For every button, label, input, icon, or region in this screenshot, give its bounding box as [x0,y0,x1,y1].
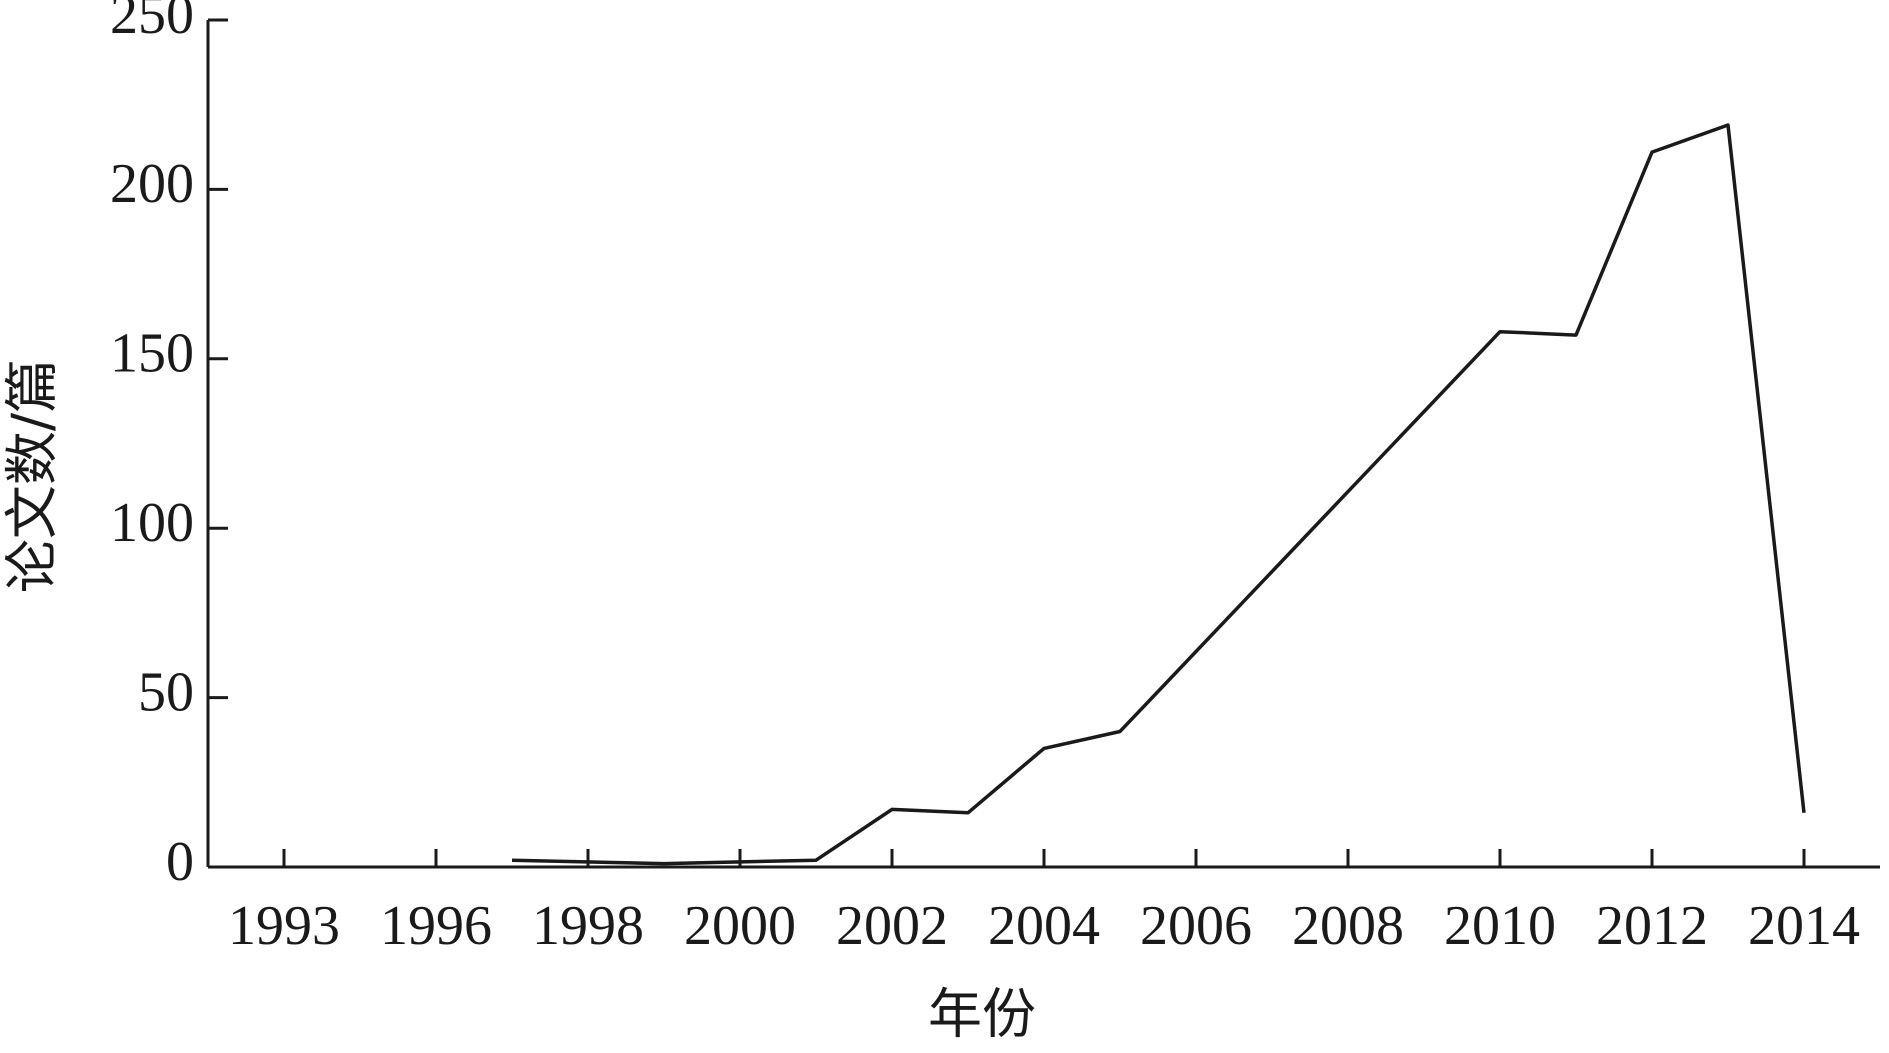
x-axis-title: 年份 [928,983,1036,1046]
x-tick-label: 1996 [380,895,492,957]
y-tick-label: 0 [166,831,194,893]
x-tick-label: 2002 [836,895,948,957]
x-tick-label: 2000 [684,895,796,957]
x-tick-label: 2014 [1748,895,1860,957]
y-tick-label: 100 [110,492,194,554]
x-tick-label: 1993 [228,895,340,957]
x-tick-label: 2008 [1292,895,1404,957]
y-tick-label: 200 [110,153,194,215]
y-tick-label: 250 [110,0,194,46]
y-tick-label: 150 [110,323,194,385]
x-tick-label: 1998 [532,895,644,957]
x-tick-label: 2010 [1444,895,1556,957]
x-tick-label: 2012 [1596,895,1708,957]
line-series [511,123,1806,866]
x-tick-label: 2006 [1140,895,1252,957]
y-axis-title: 论文数/篇 [1,359,64,593]
x-tick-label: 2004 [988,895,1100,957]
y-tick-label: 50 [138,661,194,723]
